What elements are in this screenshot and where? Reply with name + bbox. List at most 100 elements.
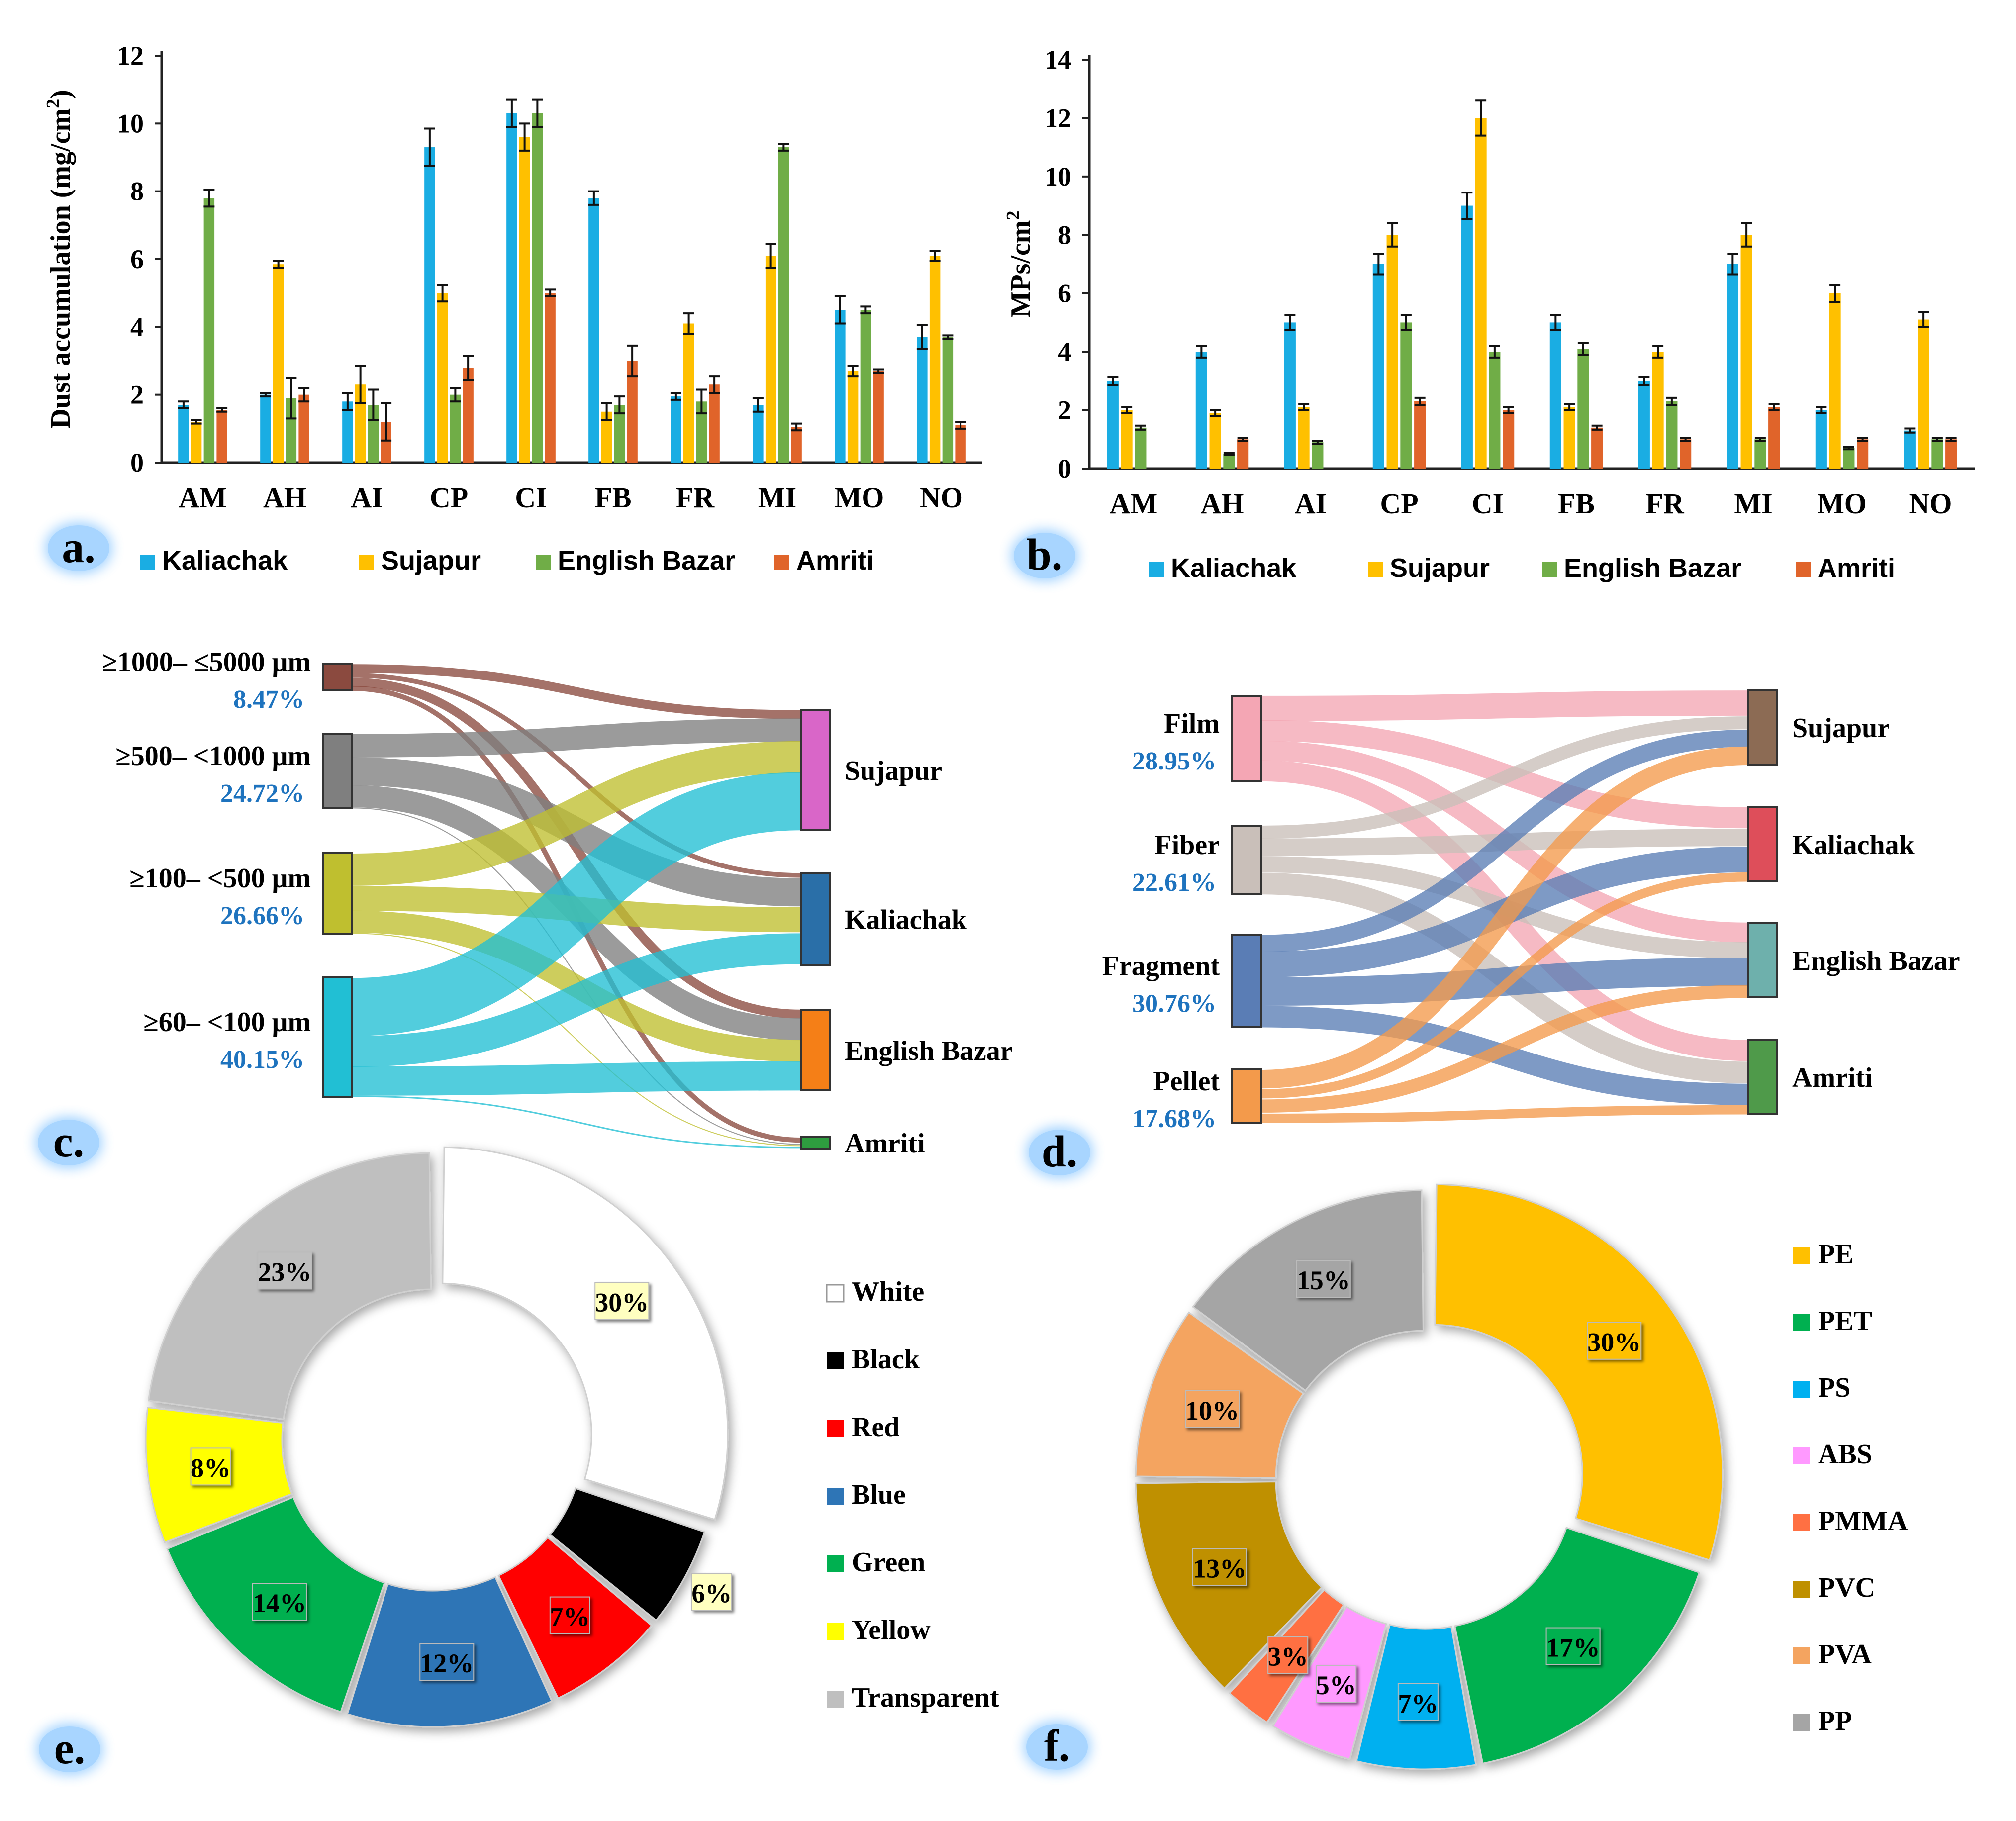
flow-fiber-to-sujapur [1260,716,1749,839]
bar-sujapur-ci [519,137,530,463]
slice-label-blue: 12% [419,1643,475,1681]
legend-swatch-abs [1793,1447,1810,1464]
panel-label-a: a. [62,523,96,572]
panel-label-e: e. [54,1724,85,1773]
flow-pellet-to-amriti [1260,1105,1749,1123]
source-percent: 8.47% [233,685,304,714]
panel-label-glow [39,1726,100,1772]
legend-label-sujapur: Sujapur [381,546,481,575]
flow-film-to-sujapur [1260,690,1749,721]
target-node-english-bazar [800,1009,831,1091]
bar-amriti-cp [1414,401,1426,469]
x-tick-label-no: NO [1909,487,1952,520]
bar-sujapur-am [1121,410,1133,469]
source-node-100-500-m [322,852,353,935]
label-text: 17% [1546,1633,1600,1663]
label-box [1267,1636,1309,1674]
bar-english-bazar-mo [860,310,871,463]
legend-swatch-red [827,1420,844,1437]
panel-label-c: c. [53,1117,84,1166]
y-tick-label: 0 [130,448,144,478]
flow-fragment-to-sujapur [1260,729,1749,953]
bar-english-bazar-ah [286,398,297,463]
source-node-film [1231,695,1262,782]
y-tick-label: 12 [1045,103,1071,133]
sankey-d: Film 28.95% Fiber 22.61% Fragment 30.76% Pelle… [1102,689,1960,1133]
x-tick-label-cp: CP [430,481,468,514]
label-text: 7% [550,1602,590,1632]
bar-amriti-mo [1857,439,1869,469]
bar-english-bazar-ci [1489,352,1501,469]
bar-sujapur-fb [1563,407,1575,469]
legend-label-pvc: PVC [1818,1572,1875,1603]
slice-label-ps: 7% [1397,1683,1439,1721]
target-node-kaliachak [1747,806,1778,882]
x-tick-label-am: AM [179,481,227,514]
target-node-amriti [1747,1039,1778,1115]
source-label-film: Film [1164,708,1220,739]
flow-pellet-to-sujapur [1260,746,1749,1089]
bar-sujapur-cp [437,293,448,463]
bar-english-bazar-mi [1754,439,1766,469]
legend-label-kaliachak: Kaliachak [162,546,288,575]
legend-swatch-kaliachak [1149,562,1164,577]
label-box [252,1583,307,1621]
source-percent: 26.66% [220,902,304,930]
legend-label-pe: PE [1818,1239,1854,1270]
bar-amriti-no [955,425,966,463]
y-tick-label: 12 [117,41,144,71]
x-tick-label-ah: AH [1201,487,1244,520]
superscript: 2 [1003,211,1024,220]
legend-swatch-black [827,1352,844,1369]
label-text: 7% [1398,1689,1438,1719]
legend-swatch-sujapur [1368,562,1383,577]
x-tick-label-ai: AI [351,481,383,514]
bar-kaliachak-mi [753,405,764,463]
bar-english-bazar-cp [450,394,461,463]
label-box [1185,1390,1240,1428]
legend-swatch-pp [1793,1714,1810,1731]
legend-label-white: White [852,1276,924,1307]
bar-kaliachak-no [917,337,928,463]
y-tick-label: 2 [1058,395,1071,425]
x-tick-label-ci: CI [1472,487,1504,520]
bar-sujapur-mo [1829,293,1841,469]
target-label-english-bazar: English Bazar [845,1036,1013,1066]
slice-white [442,1146,729,1521]
panel-label-glow [38,1120,99,1165]
target-node-sujapur [1747,689,1778,766]
slice-label-pet: 17% [1545,1627,1601,1665]
bar-kaliachak-fb [1549,322,1561,469]
legend-label-amriti: Amriti [1818,553,1895,583]
source-label-60-100-m: ≥60– <100 μm [143,1007,311,1038]
legend-swatch-english-bazar [1542,562,1557,577]
source-label-fiber: Fiber [1154,830,1220,861]
flow-1000-5000-m-to-english-bazar [352,677,801,1019]
legend-swatch-transparent [827,1691,844,1708]
bar-english-bazar-fr [696,401,707,463]
bar-english-bazar-fr [1666,401,1678,469]
bar-amriti-ci [545,293,556,463]
target-node-amriti [800,1136,831,1150]
slice-label-white: 30% [594,1282,650,1320]
target-label-kaliachak: Kaliachak [1792,830,1915,861]
source-label-fragment: Fragment [1102,951,1220,982]
chart-a: 0 2 4 6 8 10 12 Dust accumulation (mg/cm2) AM AH A… [43,41,982,575]
bar-sujapur-no [1918,319,1929,469]
bar-kaliachak-mi [1727,264,1738,469]
donut-f: 30% 17% 7% 5% 3% 13% 10% 15% PE PET PS ABS PMMA PVC PV… [1135,1183,1908,1770]
bar-kaliachak-ai [1284,322,1296,469]
target-label-kaliachak: Kaliachak [845,905,967,936]
target-node-sujapur [800,709,831,831]
label-box [691,1573,732,1611]
legend-label-english-bazar: English Bazar [1564,553,1741,583]
label-text: 14% [253,1588,306,1618]
slice-label-yellow: 8% [190,1447,231,1486]
bar-sujapur-ci [1475,118,1487,469]
target-label-sujapur: Sujapur [845,756,942,786]
target-label-amriti: Amriti [845,1128,925,1159]
bar-sujapur-fr [683,323,694,463]
label-box [1545,1627,1601,1665]
bar-sujapur-ah [1209,413,1221,469]
y-tick-label: 4 [130,312,144,342]
